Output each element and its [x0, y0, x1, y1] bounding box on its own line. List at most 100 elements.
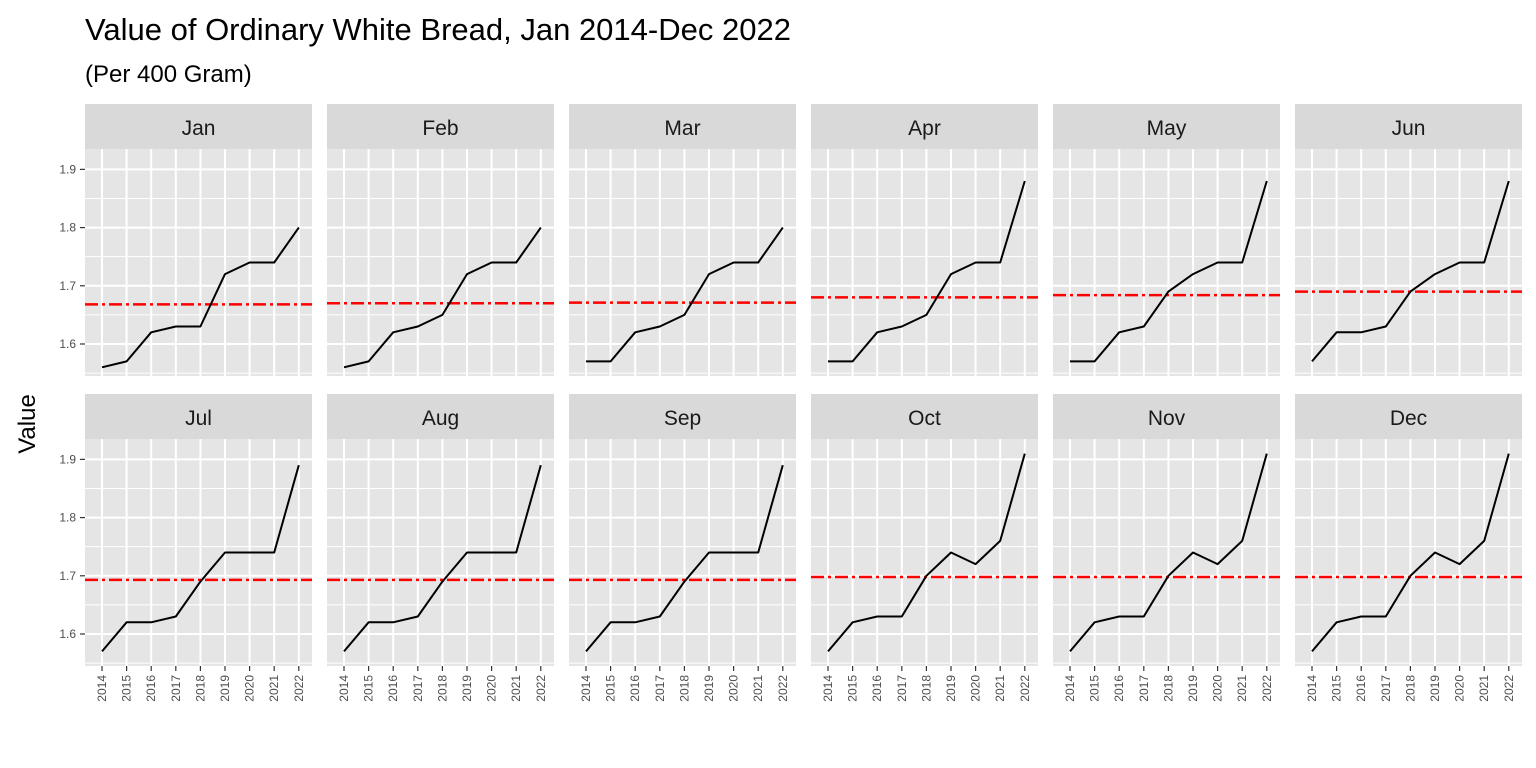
x-tick-label: 2017: [169, 675, 183, 702]
x-tick-label: 2022: [776, 675, 790, 702]
y-tick-label: 1.8: [59, 221, 76, 235]
series-line: [343, 227, 542, 369]
x-tick-label: 2019: [218, 675, 232, 702]
facet-strip: [327, 394, 554, 439]
x-tick-label: 2021: [751, 675, 765, 702]
facet-strip: [1295, 394, 1522, 439]
x-tick-label: 2014: [821, 675, 835, 702]
chart-title: Value of Ordinary White Bread, Jan 2014-…: [85, 12, 791, 47]
facet-strip-label: Jan: [182, 117, 216, 140]
x-tick-label: 2021: [509, 675, 523, 702]
facet-strip-label: Oct: [908, 407, 941, 430]
facet-strip: [811, 104, 1038, 149]
plot-background: [1053, 149, 1280, 376]
facet-panel-mar: Mar: [569, 104, 796, 376]
x-tick-label: 2020: [485, 675, 499, 702]
x-tick-label: 2014: [579, 675, 593, 702]
facet-panel-oct: Oct 2014 2015 2016 2017 2018 2019 2020 2021 2022: [811, 394, 1038, 702]
x-tick-label: 2020: [1211, 675, 1225, 702]
x-tick-label: 2022: [534, 675, 548, 702]
series-line: [586, 227, 784, 363]
x-tick-label: 2015: [362, 675, 376, 702]
facet-panel-jul: Jul 1.6 1.7 1.8 1.9 2014 2015 2016 2017 2018 2019 2…: [59, 394, 312, 702]
facet-panel-apr: Apr: [811, 104, 1038, 376]
plot-background: [569, 149, 796, 376]
facet-panels: Jan 1.6 1.7 1.8 1.9 Feb Mar Apr May Jun Jul 1.6 1.7 1…: [59, 104, 1522, 702]
facet-strip-label: Jun: [1392, 117, 1426, 140]
series-line: [828, 180, 1026, 363]
x-tick-label: 2015: [604, 675, 618, 702]
facet-strip-label: Feb: [422, 117, 458, 140]
x-tick-label: 2016: [870, 675, 884, 702]
facet-strip: [811, 394, 1038, 439]
x-tick-label: 2021: [1477, 675, 1491, 702]
x-tick-label: 2018: [193, 675, 207, 702]
x-tick-label: 2018: [677, 675, 691, 702]
facet-strip: [327, 104, 554, 149]
x-tick-label: 2018: [919, 675, 933, 702]
x-tick-label: 2019: [1186, 675, 1200, 702]
x-tick-label: 2021: [1235, 675, 1249, 702]
series-line: [1311, 180, 1510, 363]
series-line: [585, 464, 784, 653]
series-line: [827, 453, 1026, 653]
x-tick-label: 2021: [993, 675, 1007, 702]
chart-subtitle: (Per 400 Gram): [85, 61, 252, 88]
x-tick-label: 2019: [460, 675, 474, 702]
y-tick-label: 1.8: [59, 511, 76, 525]
facet-strip-label: Mar: [664, 117, 700, 140]
x-tick-label: 2020: [727, 675, 741, 702]
x-tick-label: 2018: [1403, 675, 1417, 702]
facet-panel-nov: Nov 2014 2015 2016 2017 2018 2019 2020 2021 2022: [1053, 394, 1280, 702]
x-tick-label: 2016: [1112, 675, 1126, 702]
plot-background: [811, 149, 1038, 376]
x-tick-label: 2022: [292, 675, 306, 702]
y-tick-label: 1.9: [59, 162, 76, 176]
x-tick-label: 2017: [653, 675, 667, 702]
facet-strip-label: Jul: [185, 407, 212, 430]
plot-background: [85, 149, 312, 376]
facet-strip: [1053, 394, 1280, 439]
series-line: [1311, 453, 1510, 653]
facet-strip-label: Nov: [1148, 407, 1186, 430]
x-tick-label: 2016: [144, 675, 158, 702]
x-tick-label: 2015: [120, 675, 134, 702]
x-tick-label: 2018: [1161, 675, 1175, 702]
facet-strip: [85, 394, 312, 439]
facet-strip-label: Sep: [664, 407, 701, 430]
x-tick-label: 2022: [1018, 675, 1032, 702]
x-tick-label: 2022: [1502, 675, 1516, 702]
facet-panel-jan: Jan 1.6 1.7 1.8 1.9: [59, 104, 312, 376]
x-tick-label: 2020: [969, 675, 983, 702]
y-tick-label: 1.6: [59, 627, 76, 641]
facet-panel-jun: Jun: [1295, 104, 1522, 376]
x-tick-label: 2017: [895, 675, 909, 702]
facet-strip-label: Dec: [1390, 407, 1427, 430]
x-tick-label: 2017: [1137, 675, 1151, 702]
facet-panel-may: May: [1053, 104, 1280, 376]
x-tick-label: 2019: [944, 675, 958, 702]
x-tick-label: 2016: [628, 675, 642, 702]
facet-strip: [85, 104, 312, 149]
facet-panel-aug: Aug 2014 2015 2016 2017 2018 2019 2020 2021 2022: [327, 394, 554, 702]
x-tick-label: 2015: [1330, 675, 1344, 702]
facet-strip: [1053, 104, 1280, 149]
facet-strip: [1295, 104, 1522, 149]
x-tick-label: 2019: [1428, 675, 1442, 702]
y-tick-label: 1.7: [59, 279, 76, 293]
x-tick-label: 2016: [386, 675, 400, 702]
facet-panel-feb: Feb: [327, 104, 554, 376]
facet-strip: [569, 394, 796, 439]
x-tick-label: 2014: [95, 675, 109, 702]
x-tick-label: 2014: [1063, 675, 1077, 702]
x-tick-label: 2014: [1305, 675, 1319, 702]
series-line: [1069, 453, 1268, 653]
x-tick-label: 2022: [1260, 675, 1274, 702]
y-tick-label: 1.7: [59, 569, 76, 583]
series-line: [1070, 180, 1268, 363]
x-tick-label: 2016: [1354, 675, 1368, 702]
facet-strip-label: May: [1147, 117, 1187, 140]
facet-strip: [569, 104, 796, 149]
facet-strip-label: Apr: [908, 117, 941, 140]
